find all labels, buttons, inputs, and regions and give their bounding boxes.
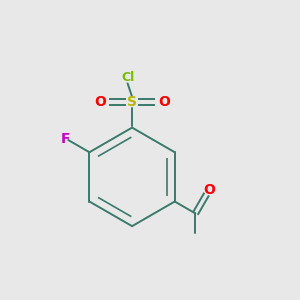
Text: F: F <box>61 131 70 146</box>
Text: O: O <box>203 183 215 197</box>
Text: Cl: Cl <box>122 71 135 84</box>
Text: O: O <box>94 95 106 109</box>
Text: S: S <box>127 95 137 109</box>
Text: O: O <box>158 95 170 109</box>
